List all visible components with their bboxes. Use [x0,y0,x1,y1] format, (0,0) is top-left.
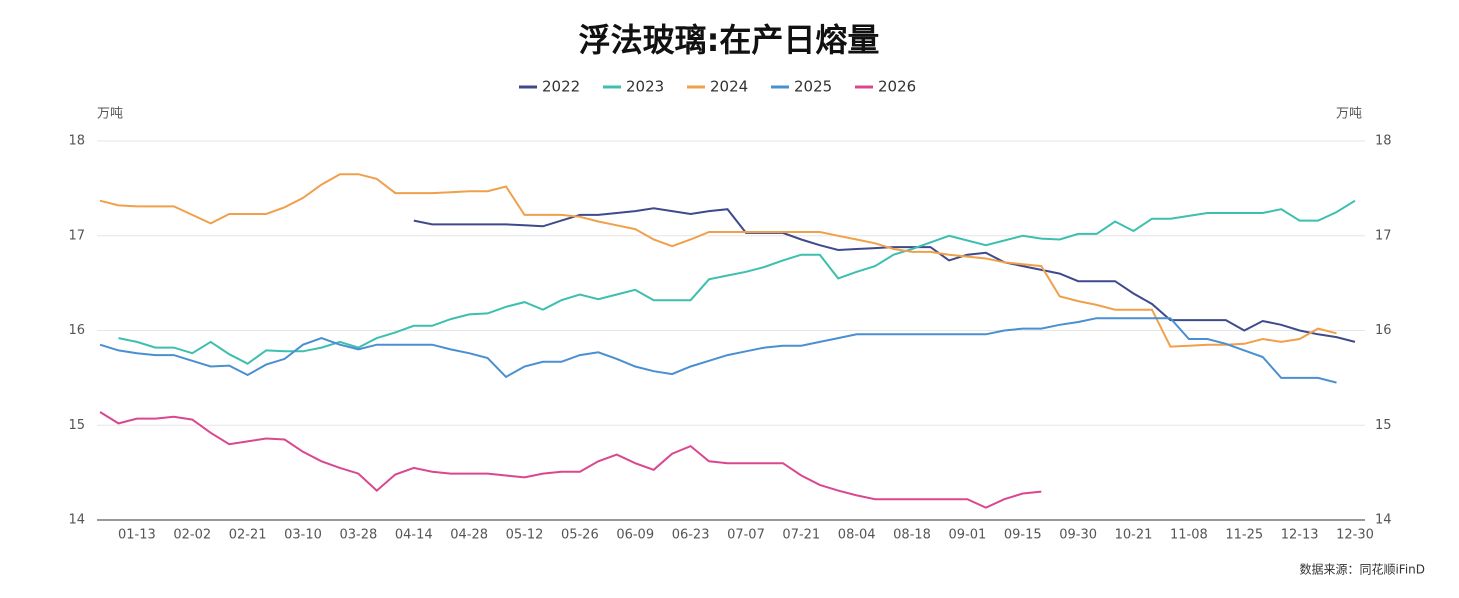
x-tick-label: 03-28 [339,528,377,543]
series-line [99,173,1337,348]
x-tick-label: 05-12 [506,528,544,543]
y2-tick-label: 18 [1375,134,1392,149]
y-tick-label: 18 [68,134,85,149]
x-tick-label: 12-13 [1281,528,1319,543]
legend-label: 2022 [542,78,580,96]
x-tick-label: 04-14 [395,528,433,543]
x-tick-label: 11-25 [1225,528,1263,543]
series-line [413,207,1356,343]
x-tick-label: 02-02 [173,528,211,543]
legend-label: 2024 [710,78,748,96]
y2-tick-label: 16 [1375,323,1392,338]
y-tick-label: 16 [68,323,85,338]
x-tick-label: 11-08 [1170,528,1208,543]
x-tick-label: 06-23 [672,528,710,543]
series-line [99,317,1337,384]
x-tick-label: 10-21 [1115,528,1153,543]
y-tick-label: 14 [68,513,85,528]
y2-tick-label: 17 [1375,228,1392,243]
legend: 2022 2023 2024 2025 2026 [519,78,916,96]
x-tick-label: 09-01 [949,528,987,543]
legend-label: 2025 [794,78,832,96]
x-tick-label: 01-13 [118,528,156,543]
y2-axis-unit: 万吨 [1336,107,1362,122]
x-tick-label: 05-26 [561,528,599,543]
x-tick-label: 02-21 [229,528,267,543]
x-tick-label: 03-10 [284,528,322,543]
chart-title: 浮法玻璃:在产日熔量 [579,21,880,59]
y-tick-label: 17 [68,228,85,243]
x-tick-label: 04-28 [450,528,488,543]
y2-tick-label: 15 [1375,418,1392,433]
x-tick-label: 12-30 [1336,528,1374,543]
x-tick-label: 06-09 [616,528,654,543]
y-axis-unit: 万吨 [97,107,123,122]
x-tick-label: 07-21 [782,528,820,543]
series-line [118,199,1356,365]
source-note: 数据来源：同花顺iFinD [1299,562,1425,577]
series-line [99,411,1042,509]
y2-tick-label: 14 [1375,513,1392,528]
x-tick-label: 09-30 [1059,528,1097,543]
x-tick-label: 09-15 [1004,528,1042,543]
x-tick-label: 07-07 [727,528,765,543]
x-tick-label: 08-18 [893,528,931,543]
y-tick-label: 15 [68,418,85,433]
x-tick-label: 08-04 [838,528,876,543]
legend-label: 2026 [878,78,916,96]
legend-label: 2023 [626,78,664,96]
